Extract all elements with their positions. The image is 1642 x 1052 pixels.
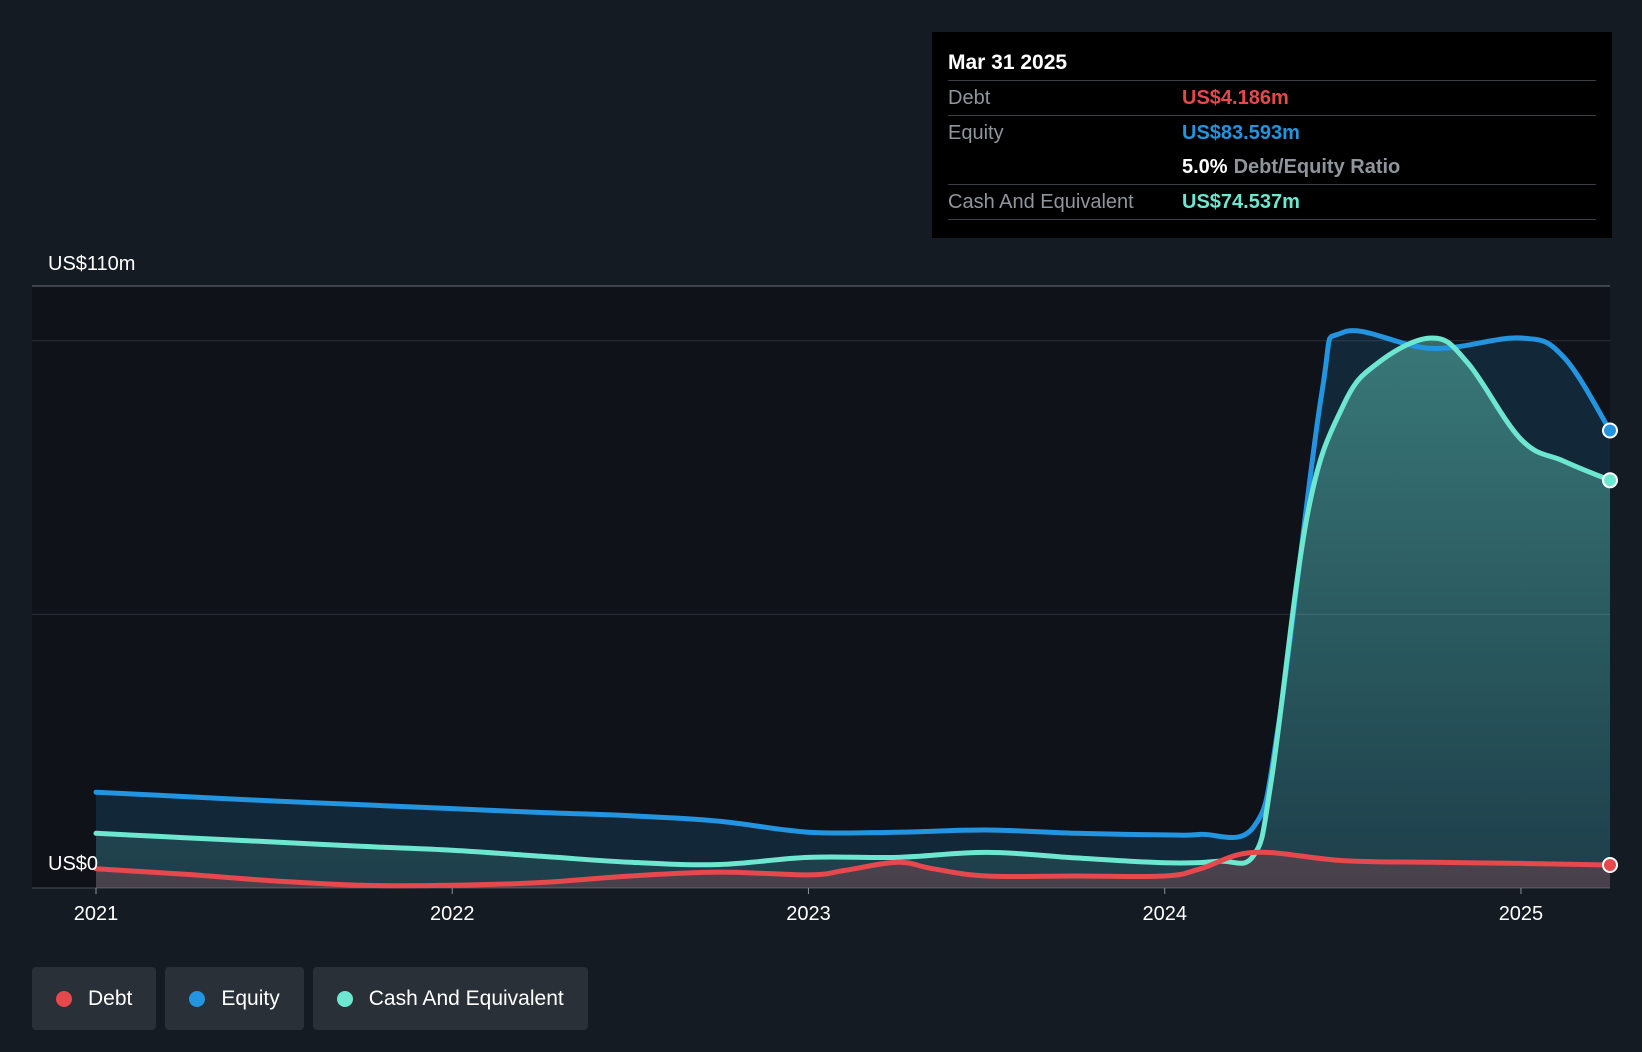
legend-item-equity[interactable]: Equity [165, 967, 304, 1030]
y-axis-top-label: US$110m [48, 253, 135, 275]
tooltip-ratio-label: Debt/Equity Ratio [1233, 155, 1401, 178]
legend-label-equity: Equity [221, 986, 280, 1010]
cash-and-equivalent-area [96, 338, 1610, 888]
debt-end-marker[interactable] [1602, 857, 1618, 874]
equity-line [93, 328, 1613, 841]
tooltip-ratio-value: 5.0% [1182, 155, 1228, 178]
y-axis-zero-label: US$0 [48, 853, 98, 875]
x-tick-label: 2022 [430, 903, 475, 925]
tooltip-equity-value: US$83.593m [1182, 121, 1300, 144]
x-tick-label: 2023 [786, 903, 831, 925]
cash-dot-icon [336, 990, 353, 1007]
tooltip-equity-row: Equity US$83.593m [948, 115, 1596, 150]
tooltip-ratio-row: 5.0% Debt/Equity Ratio [948, 150, 1596, 184]
legend-label-debt: Debt [88, 986, 133, 1010]
debt-line [93, 849, 1613, 889]
tooltip-debt-value: US$4.186m [1182, 86, 1289, 109]
tooltip-date: Mar 31 2025 [948, 51, 1068, 74]
cash-and-equivalent-end-marker[interactable] [1602, 472, 1618, 489]
tooltip-cash-label: Cash And Equivalent [948, 190, 1134, 213]
x-tick-label: 2024 [1142, 903, 1187, 925]
tooltip-equity-label: Equity [948, 121, 1004, 144]
cash-and-equivalent-line [93, 335, 1613, 868]
equity-dot-icon [189, 990, 206, 1007]
tooltip-cash-row: Cash And Equivalent US$74.537m [948, 184, 1596, 219]
tooltip-cash-value: US$74.537m [1182, 190, 1300, 213]
legend-item-cash[interactable]: Cash And Equivalent [312, 967, 588, 1030]
x-tick-label: 2021 [74, 903, 119, 925]
tooltip-debt-label: Debt [948, 86, 991, 109]
tooltip-debt-row: Debt US$4.186m [948, 80, 1596, 115]
legend-item-debt[interactable]: Debt [32, 967, 157, 1030]
debt-dot-icon [56, 990, 72, 1007]
legend: Debt Equity Cash And Equivalent [32, 967, 588, 1030]
legend-label-cash: Cash And Equivalent [368, 986, 564, 1010]
x-tick-label: 2025 [1499, 903, 1544, 925]
tooltip-divider [948, 219, 1596, 220]
data-tooltip: Mar 31 2025 Debt US$4.186m Equity US$83.… [932, 32, 1612, 238]
equity-end-marker[interactable] [1602, 422, 1618, 439]
